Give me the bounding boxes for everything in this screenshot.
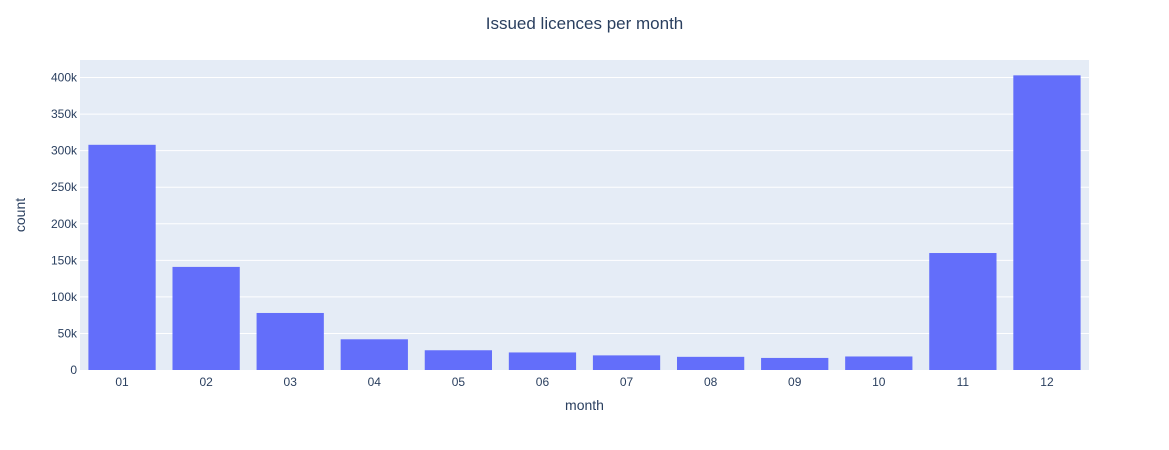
y-tick-label: 300k <box>51 144 78 158</box>
x-tick-label: 01 <box>115 375 129 389</box>
x-tick-label: 02 <box>199 375 213 389</box>
y-tick-label: 350k <box>51 107 78 121</box>
bar-09[interactable] <box>761 357 829 370</box>
bar-08[interactable] <box>676 356 745 370</box>
x-tick-label: 10 <box>872 375 886 389</box>
y-tick-label: 400k <box>51 71 78 85</box>
y-tick-label: 100k <box>51 290 78 304</box>
gridlines <box>80 77 1089 334</box>
y-tick-label: 250k <box>51 180 78 194</box>
chart-title: Issued licences per month <box>486 14 684 33</box>
bar-05[interactable] <box>424 350 493 370</box>
x-tick-label: 05 <box>452 375 466 389</box>
x-tick-label: 06 <box>536 375 550 389</box>
bar-02[interactable] <box>172 266 240 370</box>
bar-07[interactable] <box>592 355 661 370</box>
x-axis-title: month <box>565 397 604 413</box>
bar-06[interactable] <box>508 352 577 370</box>
y-tick-label: 50k <box>58 326 78 340</box>
x-axis-ticks: 01 02 03 04 05 06 07 08 09 10 11 12 <box>115 375 1054 389</box>
x-tick-label: 04 <box>368 375 382 389</box>
plot-background <box>80 60 1089 370</box>
bar-10[interactable] <box>845 356 913 370</box>
x-tick-label: 09 <box>788 375 802 389</box>
bar-01[interactable] <box>88 144 156 370</box>
y-axis-title: count <box>12 198 28 232</box>
x-tick-label: 11 <box>957 375 970 389</box>
x-tick-label: 07 <box>620 375 634 389</box>
y-tick-label: 0 <box>70 363 77 377</box>
y-axis-ticks: 0 50k 100k 150k 200k 250k 300k 350k 400k <box>51 71 78 377</box>
x-tick-label: 08 <box>704 375 718 389</box>
x-tick-label: 03 <box>284 375 298 389</box>
y-tick-label: 200k <box>51 217 78 231</box>
bar-11[interactable] <box>929 253 997 370</box>
bar-04[interactable] <box>340 339 408 370</box>
x-tick-label: 12 <box>1040 375 1054 389</box>
bar-03[interactable] <box>256 312 324 370</box>
y-tick-label: 150k <box>51 253 78 267</box>
bars <box>88 75 1081 371</box>
bar-12[interactable] <box>1013 75 1081 371</box>
